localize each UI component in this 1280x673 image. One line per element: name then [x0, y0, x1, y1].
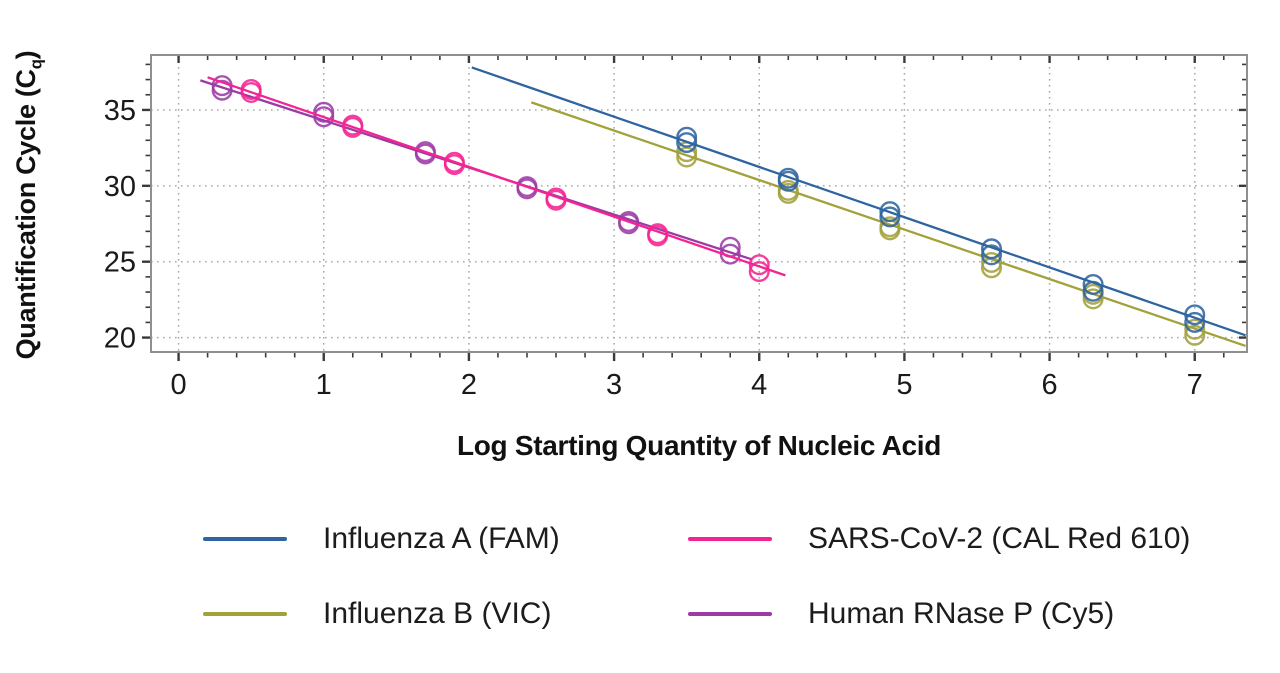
- data-point: [1082, 280, 1104, 302]
- x-tick-label: 6: [1042, 369, 1058, 401]
- legend-item-influenza-b: Influenza B (VIC): [203, 593, 560, 635]
- y-axis-title-close: ): [11, 50, 41, 60]
- legend-swatch-influenza-b: [203, 612, 287, 616]
- legend-column-left: Influenza A (FAM) Influenza B (VIC): [203, 518, 560, 668]
- trendline: [530, 101, 1246, 348]
- series-influenza-a-fam: [471, 66, 1246, 337]
- data-point: [676, 132, 698, 154]
- data-point: [240, 81, 262, 103]
- x-tick-label: 4: [751, 369, 767, 401]
- data-point: [1184, 324, 1206, 346]
- x-tick-label: 3: [606, 369, 622, 401]
- y-tick-labels: 20 25 30 35: [104, 95, 136, 355]
- x-tick-label: 2: [461, 369, 477, 401]
- gridlines: [151, 55, 1247, 352]
- y-axis-title-text: Quantification Cycle (C: [11, 69, 41, 360]
- legend-swatch-influenza-a: [203, 537, 287, 541]
- data-point: [342, 116, 364, 138]
- legend-label-sars-cov-2: SARS-CoV-2 (CAL Red 610): [808, 522, 1191, 555]
- data-point: [545, 189, 567, 211]
- y-axis-title-subscript: q: [26, 59, 46, 70]
- x-tick-label: 7: [1187, 369, 1203, 401]
- data-point: [748, 254, 770, 276]
- trendline: [207, 76, 786, 277]
- x-tick-labels: 0 1 2 3 4 5 6 7: [171, 369, 1203, 401]
- legend-swatch-human-rnase-p: [688, 612, 772, 616]
- data-point: [211, 79, 233, 101]
- trendline: [471, 66, 1246, 337]
- plot-area: 0 1 2 3 4 5 6 7 20 25 30 35: [104, 54, 1248, 401]
- data-point: [777, 170, 799, 192]
- legend-column-right: SARS-CoV-2 (CAL Red 610) Human RNase P (…: [688, 518, 1190, 668]
- data-point: [981, 251, 1003, 273]
- y-axis-title: Quantification Cycle (Cq): [11, 15, 53, 395]
- data-point: [748, 261, 770, 283]
- y-tick-label: 20: [104, 323, 136, 355]
- legend-swatch-sars-cov-2: [688, 537, 772, 541]
- axis-ticks: [142, 55, 1247, 361]
- legend-label-influenza-a: Influenza A (FAM): [323, 522, 560, 555]
- data-point: [981, 244, 1003, 266]
- data-point: [1184, 311, 1206, 333]
- data-point: [1184, 304, 1206, 326]
- legend-item-human-rnase-p: Human RNase P (Cy5): [688, 593, 1190, 635]
- data-point: [1082, 273, 1104, 295]
- data-point: [1184, 318, 1206, 340]
- data-point: [676, 126, 698, 148]
- x-axis-title: Log Starting Quantity of Nucleic Acid: [456, 430, 942, 461]
- data-point: [313, 106, 335, 128]
- plot-frame: [150, 54, 1248, 353]
- y-tick-label: 30: [104, 171, 136, 203]
- y-tick-label: 35: [104, 95, 136, 127]
- legend-item-sars-cov-2: SARS-CoV-2 (CAL Red 610): [688, 518, 1190, 560]
- x-tick-label: 1: [316, 369, 332, 401]
- data-point: [443, 154, 465, 176]
- series-influenza-b-vic: [530, 101, 1246, 348]
- data-point: [647, 225, 669, 247]
- data-point: [777, 182, 799, 204]
- legend-item-influenza-a: Influenza A (FAM): [203, 518, 560, 560]
- data-point: [1082, 288, 1104, 310]
- legend-label-influenza-b: Influenza B (VIC): [323, 597, 552, 630]
- data-point: [981, 238, 1003, 260]
- y-tick-label: 25: [104, 247, 136, 279]
- data-point: [879, 201, 901, 223]
- x-tick-label: 0: [171, 369, 187, 401]
- series-sars-cov-2-cal-red-610: [207, 76, 786, 283]
- x-tick-label: 5: [896, 369, 912, 401]
- data-point: [879, 206, 901, 228]
- legend-label-human-rnase-p: Human RNase P (Cy5): [808, 597, 1115, 630]
